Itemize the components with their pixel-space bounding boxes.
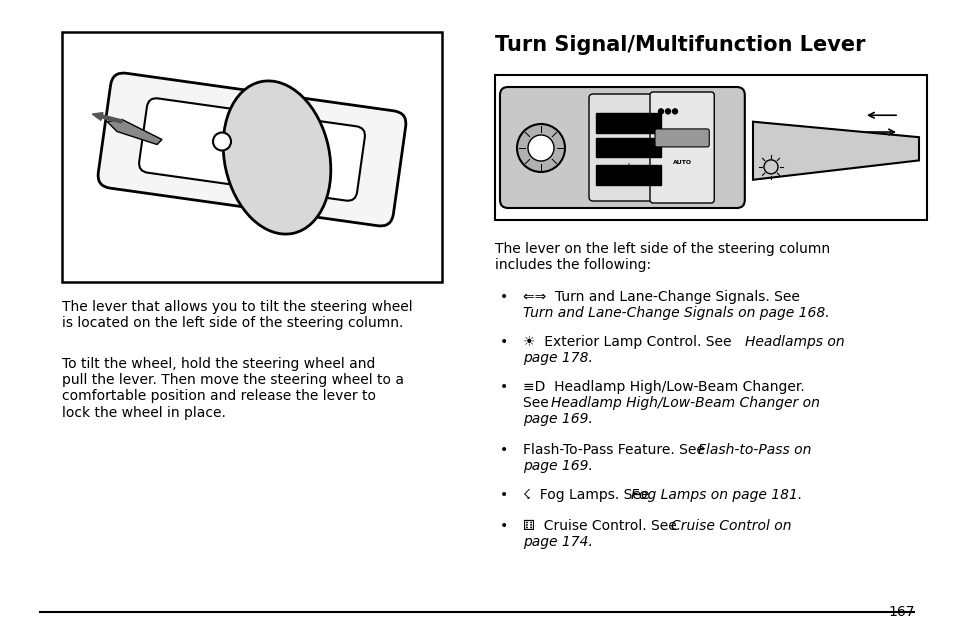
Circle shape	[517, 124, 564, 172]
Text: ≡D  Headlamp High/Low-Beam Changer.: ≡D Headlamp High/Low-Beam Changer.	[522, 380, 804, 394]
Text: 167: 167	[887, 605, 914, 619]
Circle shape	[213, 132, 231, 151]
Circle shape	[672, 109, 677, 114]
FancyBboxPatch shape	[499, 87, 744, 208]
Polygon shape	[752, 121, 918, 180]
Bar	[495, 75, 926, 220]
Text: Turn Signal/Multifunction Lever: Turn Signal/Multifunction Lever	[495, 35, 864, 55]
Text: page 169.: page 169.	[522, 459, 592, 473]
Text: To tilt the wheel, hold the steering wheel and
pull the lever. Then move the ste: To tilt the wheel, hold the steering whe…	[62, 357, 403, 420]
Text: ⚅  Cruise Control. See: ⚅ Cruise Control. See	[522, 519, 680, 533]
Text: •: •	[499, 335, 508, 349]
Text: page 169.: page 169.	[522, 412, 592, 426]
FancyArrow shape	[92, 113, 122, 123]
Text: Headlamp High/Low-Beam Changer on: Headlamp High/Low-Beam Changer on	[551, 396, 819, 410]
Polygon shape	[107, 120, 162, 144]
Text: Headlamps on: Headlamps on	[744, 335, 843, 349]
FancyBboxPatch shape	[588, 94, 667, 201]
FancyBboxPatch shape	[98, 73, 405, 226]
FancyBboxPatch shape	[649, 92, 714, 203]
Circle shape	[665, 109, 670, 114]
Text: Flash-to-Pass on: Flash-to-Pass on	[698, 443, 810, 457]
Text: •: •	[499, 443, 508, 457]
Text: +: +	[623, 162, 632, 172]
Text: Fog Lamps on page 181.: Fog Lamps on page 181.	[630, 488, 801, 502]
FancyBboxPatch shape	[655, 129, 708, 147]
Circle shape	[527, 135, 554, 161]
Text: AUTO: AUTO	[672, 160, 691, 165]
Text: •: •	[499, 488, 508, 502]
Text: Turn and Lane-Change Signals on page 168.: Turn and Lane-Change Signals on page 168…	[522, 306, 829, 320]
Bar	[596, 113, 660, 133]
Text: -: -	[625, 136, 630, 149]
Text: •: •	[499, 290, 508, 304]
Circle shape	[658, 109, 662, 114]
Text: Flash-To-Pass Feature. See: Flash-To-Pass Feature. See	[522, 443, 708, 457]
Text: See: See	[522, 396, 553, 410]
Text: Cruise Control on: Cruise Control on	[670, 519, 791, 533]
Text: ⇐⇒  Turn and Lane-Change Signals. See: ⇐⇒ Turn and Lane-Change Signals. See	[522, 290, 799, 304]
Text: •: •	[499, 380, 508, 394]
Text: page 178.: page 178.	[522, 351, 592, 365]
Text: •: •	[499, 519, 508, 533]
Text: The lever on the left side of the steering column
includes the following:: The lever on the left side of the steeri…	[495, 242, 829, 272]
Bar	[596, 137, 660, 157]
FancyBboxPatch shape	[139, 99, 365, 201]
Text: page 174.: page 174.	[522, 535, 592, 549]
Text: The lever that allows you to tilt the steering wheel
is located on the left side: The lever that allows you to tilt the st…	[62, 300, 413, 330]
Bar	[62, 32, 441, 282]
Bar	[596, 165, 660, 185]
Text: ☇  Fog Lamps. See: ☇ Fog Lamps. See	[522, 488, 653, 502]
Text: ☀  Exterior Lamp Control. See: ☀ Exterior Lamp Control. See	[522, 335, 735, 349]
Ellipse shape	[223, 81, 331, 234]
